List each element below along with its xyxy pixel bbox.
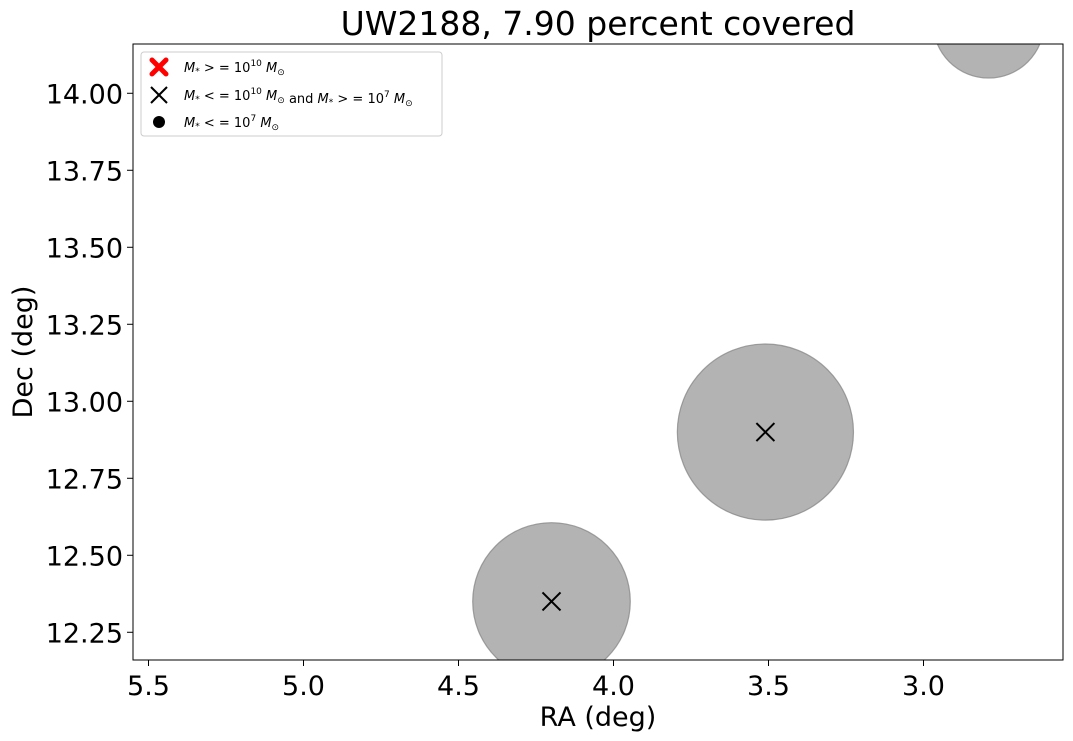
x-tick-label: 3.0 [902, 671, 945, 702]
y-tick-label: 13.75 [46, 156, 123, 187]
legend-entry-3: M* < = 107 M⊙ [153, 114, 279, 133]
legend-label: M* < = 107 M⊙ [184, 114, 279, 133]
legend-box [140, 51, 443, 137]
x-axis-ticks: 5.5 5.0 4.5 4.0 3.5 3.0 [127, 660, 945, 702]
x-tick-label: 4.0 [592, 671, 635, 702]
y-tick-label: 12.75 [46, 464, 123, 495]
legend: M* > = 1010 M⊙ M* < = 1010 M⊙ and M* > = … [140, 51, 443, 137]
x-axis-label: RA (deg) [540, 702, 657, 733]
legend-label: M* < = 1010 M⊙ and M* > = 107 M⊙ [184, 87, 413, 109]
y-tick-label: 14.00 [46, 79, 123, 110]
x-tick-label: 5.0 [282, 671, 325, 702]
y-tick-label: 13.50 [46, 233, 123, 264]
legend-marker-x [150, 86, 168, 104]
plot-frame [132, 43, 1064, 661]
data-point-2 [755, 422, 776, 442]
y-tick-label: 13.25 [46, 310, 123, 341]
coverage-circle-1 [472, 522, 631, 660]
x-tick-label: 4.5 [437, 671, 480, 702]
chart-title: UW2188, 7.90 percent covered [341, 4, 856, 43]
y-axis-ticks: 12.25 12.50 12.75 13.00 13.25 13.50 13.75 14.00 [46, 79, 133, 649]
legend-entry-1: M* > = 1010 M⊙ [149, 57, 285, 78]
data-point-1 [541, 591, 562, 612]
coverage-circles [472, 44, 1041, 660]
data-points [541, 422, 776, 612]
y-axis-label: Dec (deg) [8, 286, 39, 419]
x-tick-label: 3.5 [747, 671, 790, 702]
y-tick-label: 12.25 [46, 618, 123, 649]
y-tick-label: 12.50 [46, 541, 123, 572]
legend-marker-dot [153, 116, 165, 128]
coverage-circle-3 [936, 44, 1041, 79]
legend-marker-x-filled [149, 57, 169, 77]
legend-entry-2: M* < = 1010 M⊙ and M* > = 107 M⊙ [150, 86, 413, 109]
x-tick-label: 5.5 [127, 671, 170, 702]
legend-label: M* > = 1010 M⊙ [184, 59, 285, 78]
y-tick-label: 13.00 [46, 387, 123, 418]
